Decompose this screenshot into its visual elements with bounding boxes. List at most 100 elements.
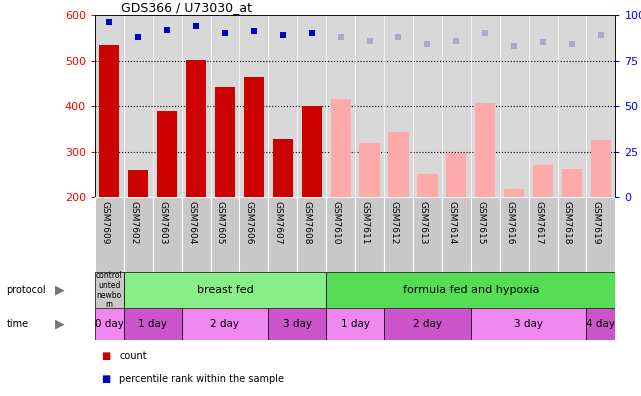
Text: 2 day: 2 day — [210, 319, 240, 329]
Text: 2 day: 2 day — [413, 319, 442, 329]
Bar — [269, 308, 326, 340]
Bar — [529, 197, 558, 272]
Bar — [591, 140, 611, 197]
Bar — [153, 197, 181, 272]
Text: protocol: protocol — [6, 285, 46, 295]
Bar — [157, 110, 178, 197]
Bar — [587, 308, 615, 340]
Bar — [272, 139, 293, 197]
Bar — [186, 60, 206, 197]
Text: GDS366 / U73030_at: GDS366 / U73030_at — [121, 1, 252, 14]
Bar — [355, 197, 384, 272]
Bar — [533, 165, 553, 197]
Bar — [240, 197, 269, 272]
Bar — [215, 87, 235, 197]
Bar — [475, 103, 495, 197]
Bar — [297, 197, 326, 272]
Point — [306, 30, 317, 36]
Bar — [562, 169, 582, 197]
Text: GSM7618: GSM7618 — [563, 201, 572, 244]
Bar — [326, 197, 355, 272]
Text: count: count — [119, 350, 147, 361]
Point — [567, 41, 577, 48]
Text: GSM7616: GSM7616 — [505, 201, 514, 244]
Text: GSM7605: GSM7605 — [216, 201, 225, 244]
Point — [220, 30, 230, 36]
Point — [249, 28, 259, 34]
Bar — [442, 197, 470, 272]
Text: GSM7619: GSM7619 — [592, 201, 601, 244]
Point — [365, 37, 375, 44]
Text: control
unted
newbo
rn: control unted newbo rn — [96, 271, 122, 309]
Text: ■: ■ — [101, 373, 110, 384]
Text: GSM7603: GSM7603 — [158, 201, 167, 244]
Text: GSM7614: GSM7614 — [447, 201, 456, 244]
Point — [509, 43, 519, 49]
Bar — [124, 272, 326, 308]
Bar — [413, 197, 442, 272]
Bar — [500, 197, 529, 272]
Text: GSM7604: GSM7604 — [187, 201, 196, 244]
Point — [422, 41, 433, 48]
Point — [335, 34, 345, 40]
Point — [104, 19, 115, 25]
Bar — [124, 197, 153, 272]
Bar — [326, 308, 384, 340]
Bar — [181, 308, 269, 340]
Bar — [181, 197, 210, 272]
Point — [451, 37, 462, 44]
Bar — [210, 197, 240, 272]
Point — [595, 32, 606, 38]
Bar — [384, 197, 413, 272]
Bar — [302, 106, 322, 197]
Text: ▶: ▶ — [54, 284, 65, 297]
Bar — [470, 197, 500, 272]
Text: 0 day: 0 day — [95, 319, 124, 329]
Bar — [417, 173, 438, 197]
Bar — [269, 197, 297, 272]
Point — [278, 32, 288, 38]
Text: percentile rank within the sample: percentile rank within the sample — [119, 373, 284, 384]
Bar — [244, 78, 264, 197]
Point — [191, 23, 201, 29]
Bar — [504, 189, 524, 197]
Bar — [446, 154, 467, 197]
Text: 4 day: 4 day — [587, 319, 615, 329]
Text: 3 day: 3 day — [283, 319, 312, 329]
Bar — [331, 99, 351, 197]
Bar — [384, 308, 470, 340]
Text: GSM7609: GSM7609 — [101, 201, 110, 244]
Text: GSM7610: GSM7610 — [331, 201, 340, 244]
Bar — [558, 197, 587, 272]
Text: GSM7607: GSM7607 — [274, 201, 283, 244]
Text: ■: ■ — [101, 350, 110, 361]
Text: formula fed and hypoxia: formula fed and hypoxia — [403, 285, 539, 295]
Text: GSM7606: GSM7606 — [245, 201, 254, 244]
Bar — [95, 197, 124, 272]
Text: 1 day: 1 day — [340, 319, 370, 329]
Bar — [388, 132, 408, 197]
Bar — [95, 308, 124, 340]
Text: GSM7612: GSM7612 — [390, 201, 399, 244]
Text: GSM7602: GSM7602 — [129, 201, 138, 244]
Bar — [587, 197, 615, 272]
Bar — [470, 308, 587, 340]
Text: GSM7611: GSM7611 — [361, 201, 370, 244]
Text: GSM7613: GSM7613 — [419, 201, 428, 244]
Bar — [128, 170, 148, 197]
Text: 3 day: 3 day — [514, 319, 543, 329]
Text: 1 day: 1 day — [138, 319, 167, 329]
Point — [133, 34, 144, 40]
Point — [162, 27, 172, 33]
Bar — [326, 272, 615, 308]
Text: GSM7617: GSM7617 — [534, 201, 543, 244]
Text: time: time — [6, 319, 29, 329]
Bar — [99, 45, 119, 197]
Bar — [124, 308, 181, 340]
Text: ▶: ▶ — [54, 318, 65, 330]
Text: breast fed: breast fed — [197, 285, 253, 295]
Text: GSM7608: GSM7608 — [303, 201, 312, 244]
Bar — [95, 272, 124, 308]
Point — [480, 30, 490, 36]
Bar — [360, 143, 379, 197]
